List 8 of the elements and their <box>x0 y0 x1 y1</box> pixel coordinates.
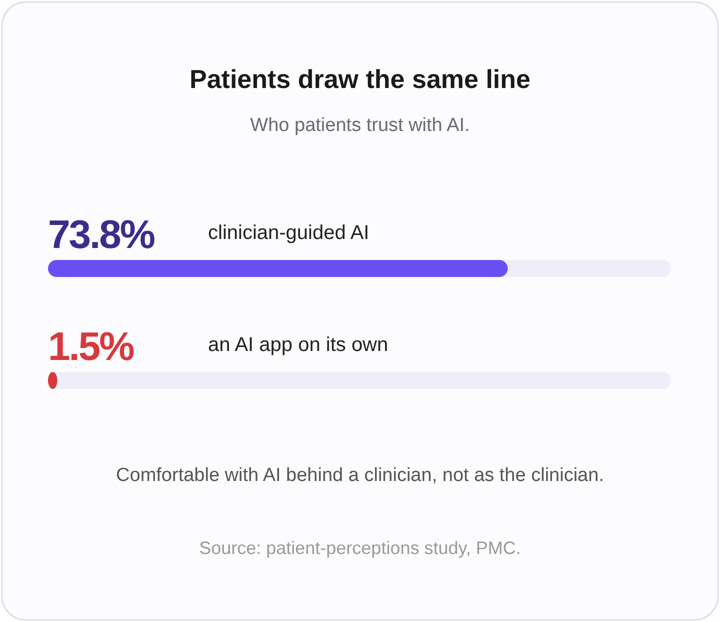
y-tick-label: clinician-guided AI <box>208 222 370 244</box>
y-tick-label: an AI app on its own <box>208 334 388 356</box>
chart-subtitle: Who patients trust with AI. <box>250 115 470 136</box>
source-note: Source: patient-perceptions study, PMC. <box>199 538 521 558</box>
data-label: 1.5% <box>48 325 134 369</box>
chart-title: Patients draw the same line <box>189 64 531 94</box>
text: Comfortable with AI behind a clinician, not as the clinician. <box>116 465 604 486</box>
data-label: 73.8% <box>48 213 155 257</box>
